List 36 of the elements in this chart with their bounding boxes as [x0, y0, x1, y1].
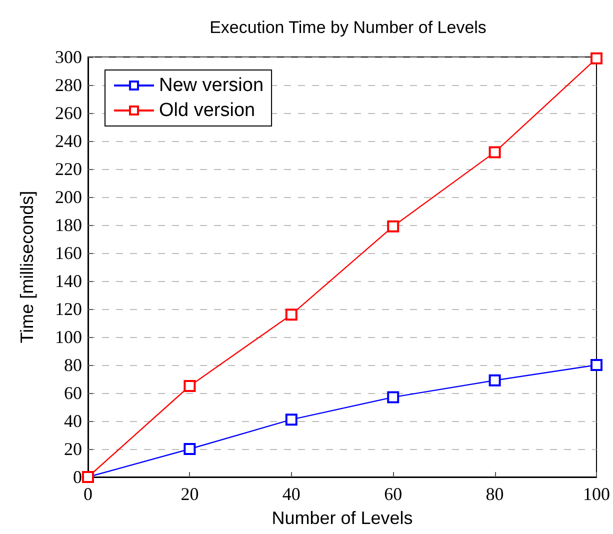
legend-label: Old version [159, 100, 256, 121]
y-tick-label: 180 [55, 215, 82, 235]
y-tick-label: 120 [55, 299, 82, 319]
y-tick-label: 280 [55, 75, 82, 95]
x-tick-label: 80 [486, 484, 504, 504]
y-tick-label: 160 [55, 243, 82, 263]
x-tick-label: 20 [180, 484, 199, 504]
point [285, 308, 298, 321]
point [590, 359, 602, 371]
point [184, 380, 196, 392]
point [590, 52, 602, 64]
y-tick-label: 40 [64, 411, 82, 431]
x-tick-label: 40 [282, 484, 300, 504]
y-tick-label: 260 [55, 103, 82, 123]
point [488, 374, 501, 386]
y-tick-label: 80 [64, 355, 82, 375]
y-tick-label: 60 [64, 383, 82, 403]
x-tick-label: 60 [384, 484, 402, 504]
chart-title: Execution Time by Number of Levels [210, 18, 486, 37]
y-tick-label: 220 [55, 159, 82, 179]
x-tick-label: 100 [583, 484, 610, 504]
point [488, 146, 501, 158]
point [387, 391, 400, 404]
legend-label: New version [159, 75, 264, 96]
point [285, 414, 298, 426]
y-tick-label: 0 [73, 467, 82, 487]
y-tick-label: 20 [64, 439, 82, 459]
y-tick-label: 100 [55, 327, 82, 347]
y-tick-label: 140 [55, 271, 82, 291]
point [387, 220, 400, 232]
x-axis-title: Number of Levels [272, 508, 413, 528]
y-tick-label: 200 [55, 187, 82, 207]
y-axis-title: Time [milliseconds] [17, 190, 37, 344]
point [184, 443, 196, 455]
y-tick-label: 240 [55, 131, 82, 151]
y-tick-label: 300 [55, 47, 82, 67]
